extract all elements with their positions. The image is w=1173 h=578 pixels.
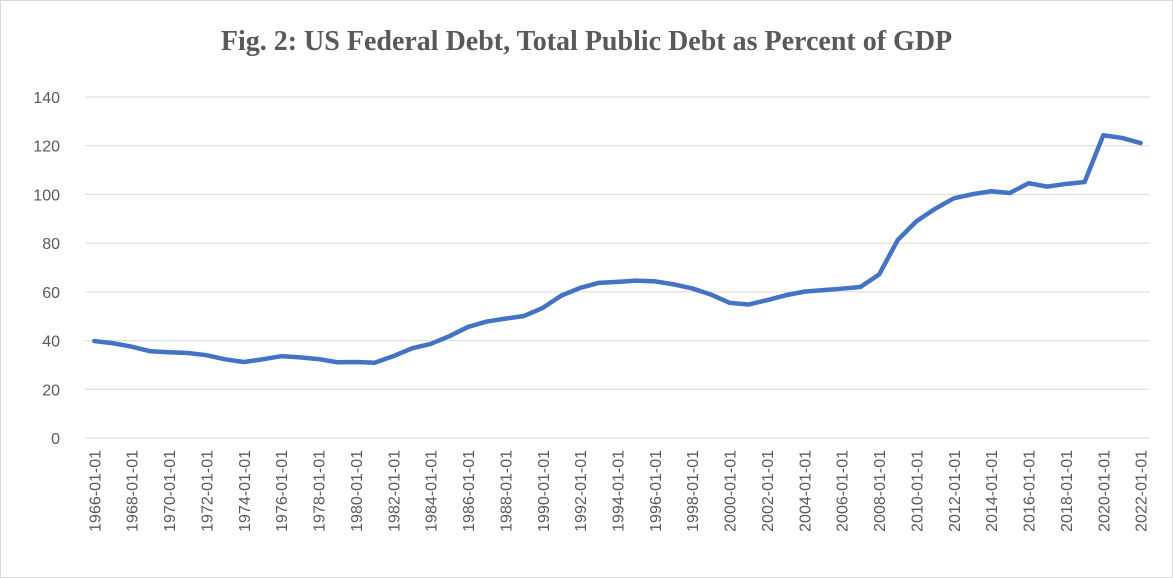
x-tick-label: 2010-01-01	[909, 450, 926, 532]
x-tick-label: 2014-01-01	[984, 450, 1001, 532]
x-tick-label: 1972-01-01	[199, 450, 216, 532]
series-line-1	[92, 132, 1143, 365]
x-tick-label: 1968-01-01	[125, 450, 142, 532]
x-tick-label: 1986-01-01	[461, 450, 478, 532]
x-tick-label: 2008-01-01	[872, 450, 889, 532]
x-tick-label: 2006-01-01	[835, 450, 852, 532]
x-tick-label: 1994-01-01	[611, 450, 628, 532]
x-tick-label: 1988-01-01	[498, 450, 515, 532]
x-tick-label: 1984-01-01	[424, 450, 441, 532]
x-tick-label: 1980-01-01	[349, 450, 366, 532]
x-tick-label: 1990-01-01	[536, 450, 553, 532]
x-tick-label: 1970-01-01	[162, 450, 179, 532]
y-axis-tick-labels: 0 20 40 60 80 100 120 140	[33, 90, 60, 448]
x-tick-label: 1998-01-01	[685, 450, 702, 532]
y-tick-label: 100	[33, 187, 60, 204]
x-axis-tick-labels: 1966-01-01 1968-01-01 1970-01-01 1972-01-01…	[87, 450, 1150, 532]
x-tick-label: 2000-01-01	[723, 450, 740, 532]
x-tick-label: 1996-01-01	[648, 450, 665, 532]
chart-title: Fig. 2: US Federal Debt, Total Public De…	[220, 26, 953, 57]
gridlines	[85, 96, 1150, 439]
x-tick-label: 2002-01-01	[760, 450, 777, 532]
series-layer	[92, 132, 1143, 365]
y-tick-label: 40	[42, 334, 60, 351]
x-tick-label: 1978-01-01	[312, 450, 329, 532]
x-tick-label: 2020-01-01	[1096, 450, 1113, 532]
y-tick-label: 20	[42, 382, 60, 399]
y-tick-label: 0	[51, 431, 60, 448]
y-tick-label: 60	[42, 285, 60, 302]
x-tick-label: 1966-01-01	[87, 450, 104, 532]
x-tick-label: 1974-01-01	[237, 450, 254, 532]
y-tick-label: 80	[42, 236, 60, 253]
x-tick-label: 1976-01-01	[274, 450, 291, 532]
x-tick-label: 2016-01-01	[1022, 450, 1039, 532]
x-tick-label: 1982-01-01	[386, 450, 403, 532]
y-tick-label: 120	[33, 139, 60, 156]
x-tick-label: 2012-01-01	[947, 450, 964, 532]
x-tick-label: 2004-01-01	[797, 450, 814, 532]
x-tick-label: 2022-01-01	[1134, 450, 1151, 532]
x-tick-label: 2018-01-01	[1059, 450, 1076, 532]
x-tick-label: 1992-01-01	[573, 450, 590, 532]
y-tick-label: 140	[33, 90, 60, 107]
